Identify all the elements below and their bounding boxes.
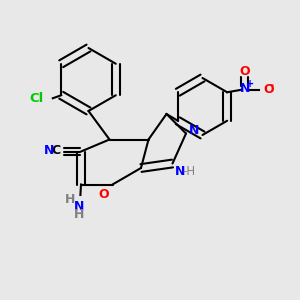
- Text: N: N: [239, 82, 250, 94]
- Text: O: O: [239, 65, 250, 78]
- Text: O: O: [98, 188, 109, 201]
- Text: N: N: [175, 165, 185, 178]
- Text: C: C: [51, 144, 60, 158]
- Text: +: +: [246, 79, 254, 89]
- Text: -: -: [268, 79, 273, 92]
- Text: -H: -H: [182, 165, 195, 178]
- Text: H: H: [64, 193, 75, 206]
- Text: O: O: [263, 83, 274, 96]
- Text: Cl: Cl: [29, 92, 43, 105]
- Text: N: N: [74, 200, 85, 214]
- Text: N: N: [189, 124, 200, 137]
- Text: N: N: [44, 144, 55, 158]
- Text: H: H: [74, 208, 85, 221]
